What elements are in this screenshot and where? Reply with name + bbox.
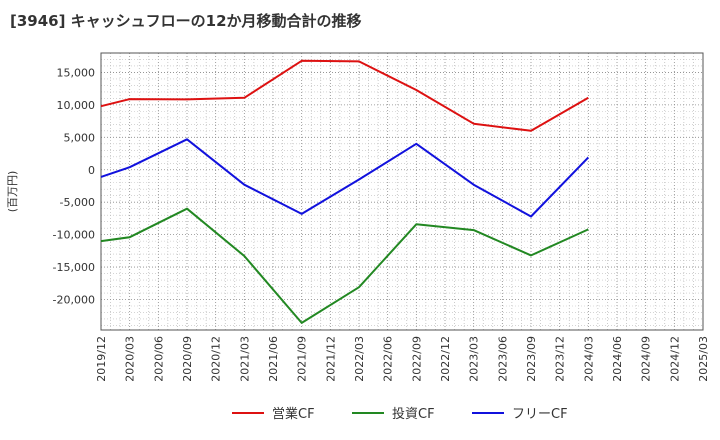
x-tick-label: 2021/03 bbox=[238, 336, 251, 382]
series-line-営業CF bbox=[100, 59, 589, 132]
x-tick-label: 2024/03 bbox=[582, 336, 595, 382]
x-tick-label: 2020/06 bbox=[152, 336, 165, 382]
x-tick-label: 2020/03 bbox=[124, 336, 137, 382]
x-tick-label: 2025/03 bbox=[697, 336, 710, 382]
series-line-投資CF bbox=[100, 207, 589, 324]
x-tick-label: 2024/12 bbox=[668, 336, 681, 382]
legend-label: 営業CF bbox=[272, 406, 315, 422]
y-tick-label: 15,000 bbox=[57, 66, 96, 79]
x-tick-label: 2022/09 bbox=[410, 336, 423, 382]
legend: 営業CF 投資CF フリーCF bbox=[232, 406, 568, 422]
y-tick-label: 10,000 bbox=[57, 99, 96, 112]
series-line-フリーCF bbox=[100, 138, 590, 218]
y-tick-label: -15,000 bbox=[53, 261, 95, 274]
x-tick-label: 2019/12 bbox=[95, 336, 108, 382]
x-tick-label: 2023/06 bbox=[496, 336, 509, 382]
x-tick-label: 2023/03 bbox=[468, 336, 481, 382]
chart-title: [3946] キャッシュフローの12か月移動合計の推移 bbox=[10, 12, 362, 30]
x-tick-label: 2021/12 bbox=[324, 336, 337, 382]
x-tick-label: 2024/09 bbox=[640, 336, 653, 382]
axes: 15,000 10,000 5,000 0 -5,000 -10,000 -15,000 -2… bbox=[6, 52, 710, 382]
legend-label: フリーCF bbox=[512, 407, 568, 422]
plot-area bbox=[101, 53, 703, 330]
y-axis-label: (百万円) bbox=[6, 171, 19, 213]
x-tick-label: 2023/12 bbox=[554, 336, 567, 382]
x-tick-label: 2024/06 bbox=[611, 336, 624, 382]
y-tick-label: 0 bbox=[88, 164, 95, 177]
plot-border bbox=[100, 52, 704, 331]
x-tick-label: 2022/12 bbox=[439, 336, 452, 382]
x-tick-label: 2020/09 bbox=[181, 336, 194, 382]
legend-label: 投資CF bbox=[392, 406, 435, 422]
y-tick-label: -5,000 bbox=[60, 196, 95, 209]
series-lines bbox=[100, 59, 590, 324]
x-tick-label: 2021/06 bbox=[267, 336, 280, 382]
y-tick-label: -10,000 bbox=[53, 229, 95, 242]
x-tick-label: 2021/09 bbox=[296, 336, 309, 382]
grid bbox=[100, 52, 704, 330]
x-tick-label: 2020/12 bbox=[210, 336, 223, 382]
x-tick-label: 2023/09 bbox=[525, 336, 538, 382]
x-tick-label: 2022/06 bbox=[382, 336, 395, 382]
y-tick-label: 5,000 bbox=[64, 131, 96, 144]
y-tick-label: -20,000 bbox=[53, 294, 95, 307]
x-tick-label: 2022/03 bbox=[353, 336, 366, 382]
